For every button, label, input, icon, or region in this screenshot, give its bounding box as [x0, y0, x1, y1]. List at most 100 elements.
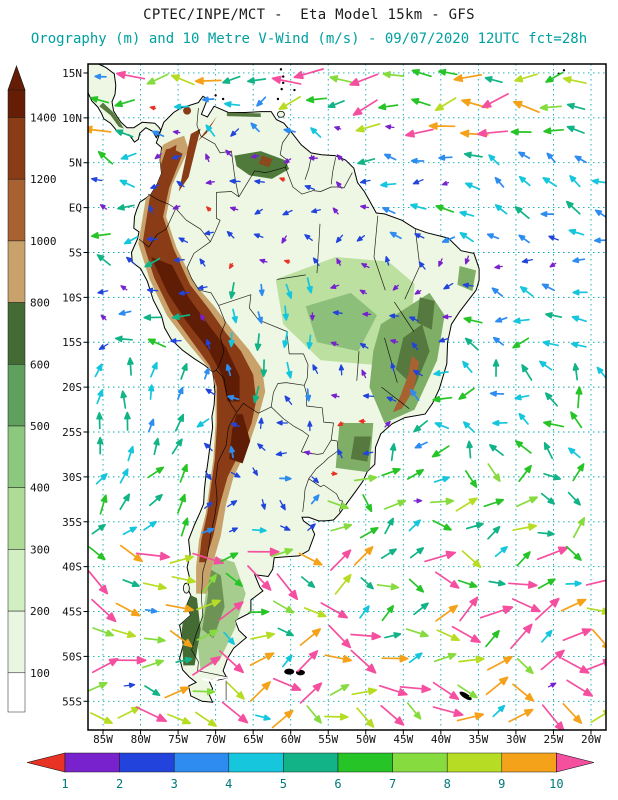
- wind-arrow: [254, 208, 263, 215]
- wind-arrow: [418, 261, 426, 270]
- wind-arrow: [126, 256, 136, 265]
- south-america-coastline: [130, 95, 480, 703]
- wind-arrow: [410, 157, 425, 164]
- wind-arrow: [324, 654, 353, 663]
- island: [221, 97, 225, 101]
- wind-arrow: [360, 577, 374, 590]
- wind-arrow: [491, 287, 504, 297]
- wind-arrow: [247, 565, 272, 591]
- wind-arrow: [196, 418, 210, 428]
- lon-label: 80W: [131, 733, 151, 746]
- wind-arrow: [586, 607, 606, 615]
- wind-arrow: [94, 73, 107, 80]
- lat-label: 55S: [62, 695, 82, 708]
- wind-arrow: [260, 359, 268, 377]
- wind-arrow: [197, 285, 208, 291]
- wind-arrow: [122, 526, 138, 536]
- wind-arrow: [271, 709, 294, 729]
- wind-arrow: [230, 422, 240, 428]
- wind-arrow: [205, 179, 215, 185]
- lon-label: 60W: [281, 733, 301, 746]
- wind-arrow: [307, 523, 316, 531]
- wind-arrow: [385, 124, 395, 130]
- wind-arrow: [202, 574, 217, 594]
- lat-label: 50S: [62, 650, 82, 663]
- wind-arrow: [250, 122, 260, 133]
- wind-arrow: [229, 178, 241, 184]
- wind-arrow: [250, 153, 260, 159]
- wind-arrow: [565, 580, 582, 587]
- wind-arrow: [99, 204, 108, 210]
- wind-arrow: [164, 686, 190, 699]
- wind-arrow: [271, 75, 302, 85]
- wind-arrow: [276, 420, 288, 426]
- wind-arrow: [307, 420, 313, 432]
- wind-arrow: [88, 570, 109, 595]
- wind-arrow: [88, 125, 112, 134]
- lon-label: 50W: [356, 733, 376, 746]
- elevation-label: 1200: [30, 173, 57, 186]
- wind-arrow: [399, 684, 432, 694]
- wind-arrow: [310, 208, 321, 214]
- wind-arrow: [218, 650, 244, 674]
- wind-arrow: [252, 467, 259, 476]
- island: [562, 69, 566, 72]
- wind-arrow: [508, 580, 538, 589]
- wind-arrow: [250, 631, 276, 640]
- wind-arrow: [457, 684, 478, 699]
- wind-arrow: [542, 177, 558, 187]
- wind-arrow: [383, 499, 407, 510]
- wind-arrow: [543, 127, 565, 135]
- wind-arrow: [225, 149, 232, 157]
- wind-arrow: [413, 498, 423, 504]
- wind-arrow: [150, 184, 160, 189]
- lat-label: 10S: [62, 291, 82, 304]
- wind-arrow: [356, 235, 366, 242]
- wind-arrow: [116, 70, 146, 80]
- wind-arrow: [99, 494, 108, 515]
- wind-arrow: [518, 412, 529, 425]
- wind-arrow: [410, 203, 427, 210]
- wind-arrow: [202, 96, 215, 103]
- wind-arrow: [560, 598, 587, 612]
- wind-arrow: [352, 99, 378, 116]
- wind-arrow: [409, 547, 425, 559]
- wind-arrow: [443, 282, 454, 290]
- wind-colorbar-segment: [119, 752, 175, 773]
- wind-arrow: [479, 605, 514, 619]
- wind-arrow: [120, 152, 137, 160]
- wind-arrow: [119, 468, 129, 484]
- wind-arrow: [169, 630, 193, 648]
- elevation-colorbar-segment: [7, 610, 26, 674]
- wind-arrow: [380, 704, 405, 726]
- wind-arrow: [180, 517, 189, 537]
- lon-label: 20W: [581, 733, 601, 746]
- wind-arrow: [413, 420, 429, 433]
- wind-arrow: [332, 207, 339, 215]
- wind-arrow: [256, 96, 267, 107]
- wind-arrow: [88, 546, 106, 561]
- wind-arrow: [412, 369, 423, 377]
- lon-label: 40W: [431, 733, 451, 746]
- wind-arrow: [229, 445, 235, 459]
- elevation-label: 500: [30, 420, 50, 433]
- wind-arrow: [462, 360, 473, 373]
- wind-arrow: [225, 363, 232, 377]
- wind-arrow: [411, 69, 432, 78]
- wind-arrow: [544, 392, 558, 407]
- wind-arrow: [127, 445, 135, 462]
- wind-arrow: [146, 236, 158, 242]
- wind-arrow: [458, 387, 475, 400]
- wind-arrow: [384, 517, 394, 535]
- wind-arrow: [283, 259, 291, 264]
- wind-arrow: [513, 317, 530, 324]
- wind-arrow: [303, 607, 327, 618]
- wind-arrow: [489, 390, 505, 397]
- wind-arrow: [226, 230, 235, 239]
- wind-arrow: [259, 258, 268, 264]
- wind-arrow: [304, 234, 313, 241]
- wind-arrow: [309, 312, 315, 321]
- wind-colorbar: 1 2 3 4 5 6 7 8 9 10: [26, 752, 595, 791]
- wind-arrow: [463, 151, 483, 159]
- wind-arrow: [433, 475, 450, 483]
